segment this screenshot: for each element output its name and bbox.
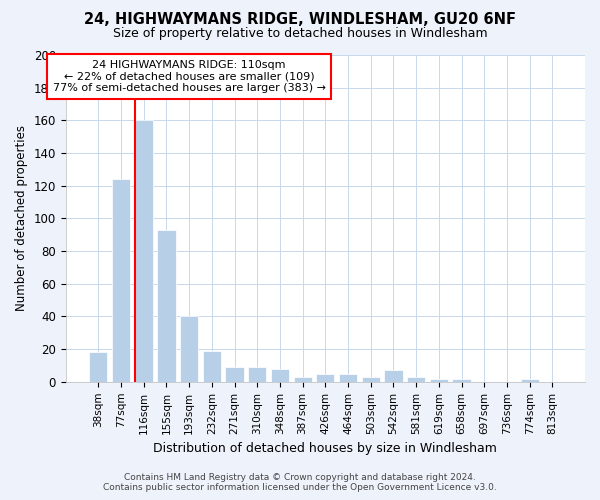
Bar: [407, 377, 425, 382]
Bar: [316, 374, 334, 382]
X-axis label: Distribution of detached houses by size in Windlesham: Distribution of detached houses by size …: [154, 442, 497, 455]
Bar: [226, 367, 244, 382]
Bar: [385, 370, 403, 382]
Bar: [452, 378, 470, 382]
Text: Contains HM Land Registry data © Crown copyright and database right 2024.
Contai: Contains HM Land Registry data © Crown c…: [103, 473, 497, 492]
Text: Size of property relative to detached houses in Windlesham: Size of property relative to detached ho…: [113, 28, 487, 40]
Bar: [134, 120, 153, 382]
Bar: [112, 179, 130, 382]
Bar: [339, 374, 357, 382]
Text: 24, HIGHWAYMANS RIDGE, WINDLESHAM, GU20 6NF: 24, HIGHWAYMANS RIDGE, WINDLESHAM, GU20 …: [84, 12, 516, 28]
Bar: [362, 377, 380, 382]
Bar: [430, 378, 448, 382]
Bar: [271, 368, 289, 382]
Bar: [203, 351, 221, 382]
Text: 24 HIGHWAYMANS RIDGE: 110sqm
← 22% of detached houses are smaller (109)
77% of s: 24 HIGHWAYMANS RIDGE: 110sqm ← 22% of de…: [53, 60, 326, 93]
Bar: [180, 316, 198, 382]
Bar: [293, 377, 312, 382]
Bar: [521, 378, 539, 382]
Bar: [157, 230, 176, 382]
Bar: [89, 352, 107, 382]
Y-axis label: Number of detached properties: Number of detached properties: [15, 126, 28, 312]
Bar: [248, 367, 266, 382]
